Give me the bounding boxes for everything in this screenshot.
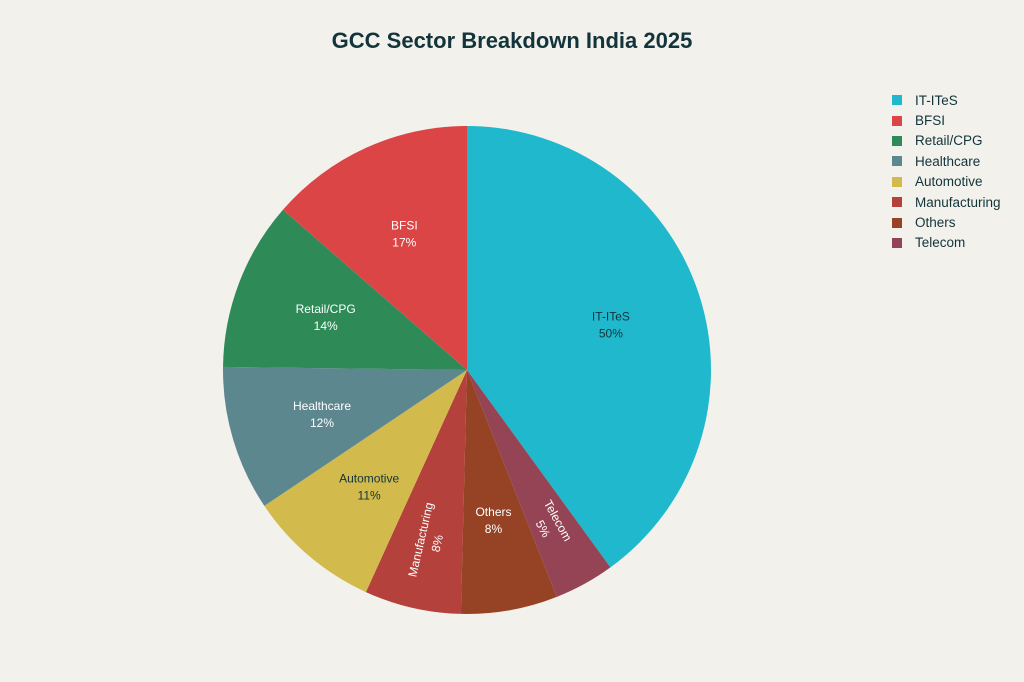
legend-swatch	[892, 217, 902, 228]
legend-item-healthcare[interactable]: Healthcare	[892, 151, 1001, 171]
slice-label-retail-cpg: Retail/CPG 14%	[296, 302, 356, 333]
legend-swatch	[892, 197, 902, 208]
slice-label-name: BFSI	[391, 218, 418, 232]
pie-slice-retail-cpg	[223, 209, 467, 370]
slice-label-value: 8%	[485, 522, 503, 536]
legend-item-others[interactable]: Others	[892, 212, 1001, 232]
legend-label: Healthcare	[915, 153, 981, 169]
legend-item-retail-cpg[interactable]: Retail/CPG	[892, 131, 1001, 151]
slice-label-bfsi: BFSI 17%	[391, 218, 418, 249]
legend-label: IT-ITeS	[915, 92, 958, 108]
pie-slice-bfsi	[282, 125, 467, 370]
slice-label-value: 8%	[429, 533, 447, 553]
legend-swatch	[892, 237, 902, 248]
legend-item-it-ites[interactable]: IT-ITeS	[892, 90, 1001, 110]
slice-label-name: Others	[475, 505, 511, 519]
slice-label-healthcare: Healthcare 12%	[293, 399, 351, 430]
slice-label-name: Retail/CPG	[296, 302, 356, 316]
slice-label-name: Healthcare	[293, 399, 351, 413]
legend-swatch	[892, 115, 902, 126]
legend-swatch	[892, 135, 902, 146]
legend-label: Manufacturing	[915, 194, 1001, 210]
slice-label-value: 12%	[310, 416, 334, 430]
legend-item-telecom[interactable]: Telecom	[892, 233, 1001, 253]
slice-label-value: 14%	[314, 319, 338, 333]
legend-swatch	[892, 176, 902, 187]
chart-title: GCC Sector Breakdown India 2025	[331, 28, 693, 53]
pie-slice-manufacturing	[365, 370, 467, 614]
legend-label: BFSI	[915, 113, 946, 129]
slice-label-name: Automotive	[339, 471, 399, 485]
legend-label: Automotive	[915, 174, 983, 190]
legend-item-manufacturing[interactable]: Manufacturing	[892, 192, 1001, 212]
pie-slice-automotive	[264, 370, 467, 593]
legend-item-bfsi[interactable]: BFSI	[892, 110, 1001, 130]
legend-swatch	[892, 95, 902, 106]
pie-slice-telecom	[467, 370, 611, 597]
slice-label-it-ites: IT-ITeS 50%	[592, 309, 630, 340]
pie-slice-it-ites	[467, 126, 712, 568]
pie-slice-healthcare	[223, 366, 467, 506]
legend-swatch	[892, 156, 902, 167]
slice-label-value: 11%	[358, 488, 381, 502]
pie-slice-others	[460, 370, 557, 614]
slice-label-name: IT-ITeS	[592, 309, 630, 323]
chart-legend: IT-ITeS BFSI Retail/CPG Healthcare Automotiv…	[892, 90, 1001, 253]
slice-label-value: 50%	[599, 326, 623, 340]
slice-label-automotive: Automotive 11%	[339, 471, 399, 502]
legend-label: Others	[915, 215, 956, 231]
legend-item-automotive[interactable]: Automotive	[892, 172, 1001, 192]
slice-label-value: 17%	[392, 235, 416, 249]
legend-label: Retail/CPG	[915, 133, 983, 149]
slice-label-others: Others 8%	[475, 505, 511, 536]
legend-label: Telecom	[915, 235, 966, 251]
